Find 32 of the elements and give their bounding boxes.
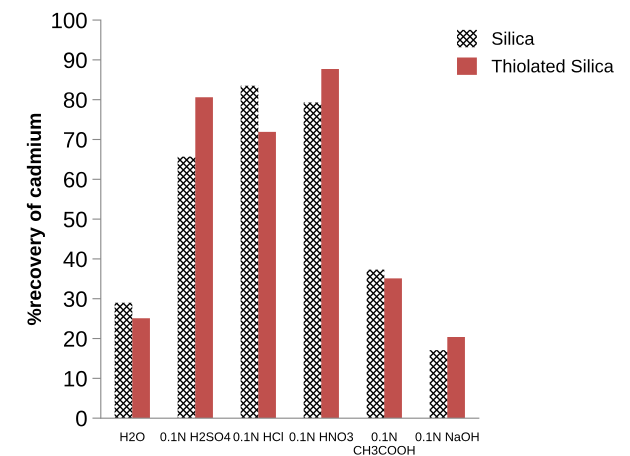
x-tick-label: H2O: [120, 432, 145, 442]
y-tick-label: 30: [64, 291, 87, 307]
x-tick-label: 0.1N H2SO4: [160, 432, 230, 442]
bar: [430, 350, 448, 418]
x-tick-label: 0.1N NaOH: [415, 432, 479, 442]
legend-label: Silica: [492, 32, 534, 45]
x-tick-label: 0.1N HCl: [233, 432, 283, 442]
y-tick-label: 40: [63, 251, 87, 268]
x-tick-label: 0.1N HNO3: [289, 432, 354, 442]
y-tick-label: 0: [76, 410, 87, 426]
bar: [114, 302, 132, 418]
y-tick-label: 10: [64, 370, 87, 387]
bar: [178, 156, 196, 418]
y-tick-label: 100: [52, 12, 87, 28]
y-tick-label: 60: [64, 172, 87, 188]
bar: [195, 97, 213, 418]
bar: [258, 132, 276, 418]
y-tick-label: 20: [64, 331, 87, 347]
y-tick-label: 80: [64, 92, 87, 108]
bar: [447, 336, 465, 418]
y-tick-label: 70: [64, 132, 87, 148]
bar: [384, 278, 402, 418]
y-axis-title: %recovery of cadmium: [26, 114, 45, 326]
bar: [321, 69, 339, 418]
legend-label: Thiolated Silica: [492, 59, 614, 72]
bar: [240, 86, 258, 418]
x-tick-label: 0.1N CH3COOH: [354, 432, 415, 455]
bar: [132, 318, 150, 418]
y-tick-label: 90: [64, 52, 87, 68]
bar: [304, 102, 322, 418]
bar: [366, 270, 384, 418]
y-tick-label: 50: [64, 212, 87, 228]
